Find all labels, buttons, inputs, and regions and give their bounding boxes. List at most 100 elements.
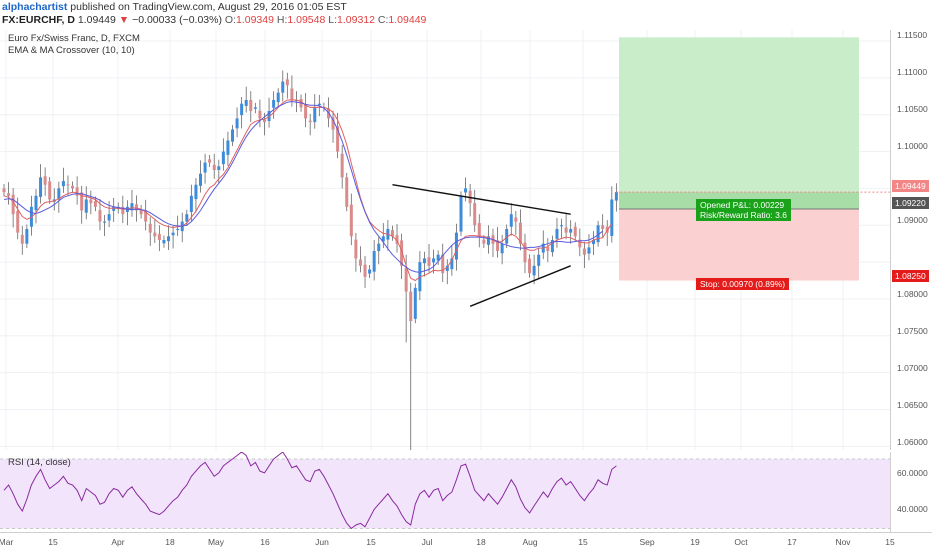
- ticker-symbol[interactable]: FX:EURCHF, D: [2, 14, 75, 26]
- publish-line: alphachartist published on TradingView.c…: [2, 1, 347, 14]
- current-price-label: 1.09449: [892, 180, 929, 192]
- candle-up: [294, 100, 298, 102]
- candle-down: [518, 222, 522, 244]
- candle-down: [573, 226, 577, 237]
- candle-down: [16, 210, 20, 233]
- candle-down: [212, 164, 216, 170]
- candle-down: [135, 204, 139, 211]
- price-chart-canvas[interactable]: [0, 30, 890, 450]
- candle-up: [537, 254, 541, 266]
- x-tick: Nov: [835, 537, 851, 547]
- candle-down: [564, 227, 568, 233]
- candle-up: [226, 140, 230, 155]
- rsi-pane[interactable]: RSI (14, close): [0, 452, 890, 532]
- x-tick: 19: [690, 537, 700, 547]
- candle-down: [349, 204, 353, 237]
- candle-down: [20, 234, 24, 244]
- change-down-icon: ▼: [118, 14, 130, 26]
- candle-down: [363, 264, 367, 277]
- candle-up: [532, 265, 536, 276]
- indicator-legend[interactable]: EMA & MA Crossover (10, 10): [8, 45, 135, 56]
- candle-up: [189, 195, 193, 212]
- candle-down: [262, 119, 266, 123]
- candle-up: [39, 177, 43, 197]
- y-tick: 1.09000: [897, 215, 928, 225]
- candle-down: [285, 79, 289, 86]
- candle-down: [75, 187, 79, 196]
- y-tick: 1.11500: [897, 30, 928, 40]
- candle-up: [610, 199, 614, 236]
- candle-down: [148, 223, 152, 233]
- candle-up: [317, 103, 321, 106]
- candle-down: [336, 126, 340, 152]
- candle-down: [153, 232, 157, 237]
- x-tick: 15: [885, 537, 895, 547]
- price-axis[interactable]: 1.11500 1.11000 1.10500 1.10000 1.09000 …: [890, 30, 932, 450]
- x-tick: Aug: [522, 537, 538, 547]
- candle-up: [313, 107, 317, 123]
- candle-down: [144, 210, 148, 222]
- open-value: 1.09349: [235, 14, 274, 26]
- candle-up: [550, 240, 554, 253]
- y-tick: 1.06000: [897, 437, 928, 447]
- profit-zone: [619, 37, 859, 210]
- y-tick: 1.07500: [897, 326, 928, 336]
- rsi-canvas[interactable]: [0, 452, 890, 532]
- candle-down: [395, 235, 399, 244]
- x-tick: 18: [165, 537, 175, 547]
- x-tick: Jul: [421, 537, 433, 547]
- candle-up: [459, 195, 463, 232]
- candle-down: [427, 257, 431, 266]
- high-value: 1.09548: [287, 14, 326, 26]
- candle-up: [422, 258, 426, 264]
- candle-down: [331, 117, 335, 130]
- candle-down: [48, 181, 52, 200]
- candle-down: [11, 194, 15, 215]
- author-link[interactable]: alphachartist: [2, 1, 68, 13]
- y-tick: 1.10000: [897, 141, 928, 151]
- x-tick: Sep: [639, 537, 655, 547]
- candle-up: [231, 129, 234, 142]
- candle-up: [57, 188, 61, 200]
- candle-up: [84, 199, 88, 213]
- candle-down: [354, 239, 358, 259]
- candle-down: [290, 88, 294, 100]
- candle-down: [308, 120, 312, 123]
- candle-up: [25, 228, 29, 244]
- candle-up: [381, 236, 385, 242]
- candle-down: [582, 248, 586, 255]
- candle-up: [61, 181, 65, 187]
- x-tick: 15: [366, 537, 376, 547]
- high-label: H:: [276, 14, 288, 26]
- candle-down: [358, 259, 362, 266]
- candle-down: [601, 225, 605, 229]
- time-axis[interactable]: Mar 15 Apr 18 May 16 Jun 15 Jul 18 Aug 1…: [0, 532, 932, 551]
- close-value: 1.09449: [388, 14, 427, 26]
- candle-down: [477, 223, 481, 237]
- candle-down: [528, 258, 532, 274]
- candle-up: [555, 228, 559, 239]
- rsi-axis[interactable]: 60.0000 40.0000: [890, 452, 932, 532]
- candle-up: [587, 247, 591, 254]
- rsi-legend[interactable]: RSI (14, close): [8, 457, 71, 468]
- candle-down: [514, 217, 518, 222]
- candle-down: [441, 254, 445, 274]
- x-tick: May: [207, 537, 225, 547]
- candle-up: [368, 269, 372, 274]
- last-price: 1.09449: [77, 14, 116, 26]
- candle-down: [80, 192, 84, 211]
- candle-down: [326, 108, 330, 119]
- candle-up: [486, 236, 490, 245]
- candle-up: [281, 81, 285, 93]
- candle-down: [523, 242, 527, 263]
- y-tick: 1.08000: [897, 289, 928, 299]
- candle-up: [432, 258, 436, 263]
- candle-up: [276, 92, 280, 103]
- candle-up: [454, 232, 458, 260]
- candle-down: [139, 209, 143, 215]
- upper-trendline: [392, 184, 571, 215]
- x-tick: 15: [48, 537, 58, 547]
- symbol-legend[interactable]: Euro Fx/Swiss Franc, D, FXCM: [8, 33, 140, 44]
- candle-down: [7, 193, 11, 196]
- price-chart[interactable]: Euro Fx/Swiss Franc, D, FXCM EMA & MA Cr…: [0, 30, 890, 450]
